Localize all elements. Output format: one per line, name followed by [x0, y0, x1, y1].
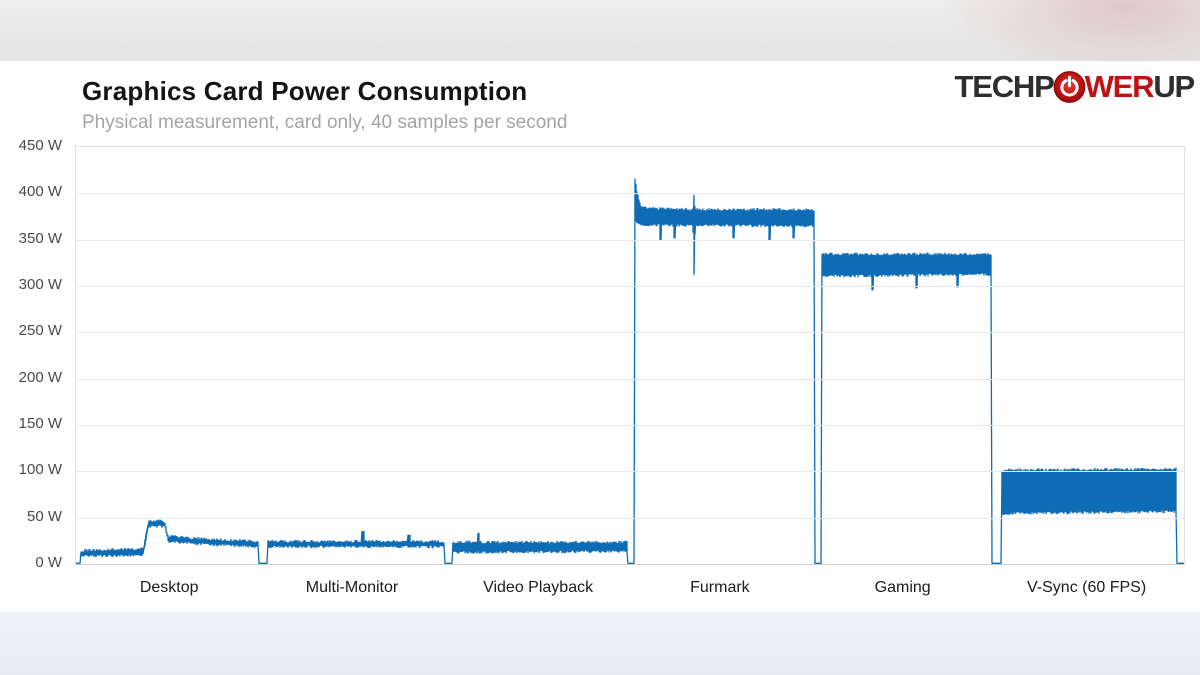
power-trace	[76, 178, 1184, 564]
x-category-label: Multi-Monitor	[305, 579, 399, 596]
x-category-label: Desktop	[139, 579, 199, 596]
y-tick-label: 200 W	[18, 368, 62, 386]
techpowerup-logo: TECHP WER UP	[954, 69, 1195, 104]
power-button-icon	[1053, 71, 1085, 103]
y-tick-label: 450 W	[18, 137, 62, 154]
gridline	[76, 425, 1184, 426]
y-tick-label: 250 W	[18, 322, 62, 340]
chart-subtitle: Physical measurement, card only, 40 samp…	[82, 112, 568, 133]
x-category-label: V-Sync (60 FPS)	[1027, 579, 1147, 596]
x-category-label: Furmark	[690, 579, 750, 596]
gridline	[76, 193, 1184, 195]
gridline	[76, 286, 1184, 287]
y-tick-label: 150 W	[18, 415, 62, 432]
y-tick-label: 50 W	[26, 507, 62, 525]
logo-text-wer: WER	[1084, 69, 1155, 104]
x-category-label: Video Playback	[483, 579, 594, 596]
y-tick-label: 400 W	[18, 183, 62, 201]
y-tick-label: 0 W	[35, 554, 62, 571]
chart-title: Graphics Card Power Consumption	[82, 76, 528, 106]
gridline	[76, 332, 1184, 334]
plot-area	[75, 146, 1185, 565]
gridline	[76, 239, 1184, 241]
y-tick-label: 350 W	[18, 229, 62, 247]
top-letterbox-band	[0, 0, 1200, 61]
gridline	[76, 517, 1184, 519]
y-tick-label: 300 W	[18, 276, 62, 293]
bottom-letterbox-band	[0, 612, 1200, 675]
x-category-label: Gaming	[874, 579, 931, 596]
logo-text-up: UP	[1153, 69, 1195, 104]
gridline	[76, 471, 1184, 473]
logo-text-tech: TECHP	[954, 69, 1055, 104]
y-tick-label: 100 W	[18, 461, 62, 479]
gridline	[76, 378, 1184, 380]
